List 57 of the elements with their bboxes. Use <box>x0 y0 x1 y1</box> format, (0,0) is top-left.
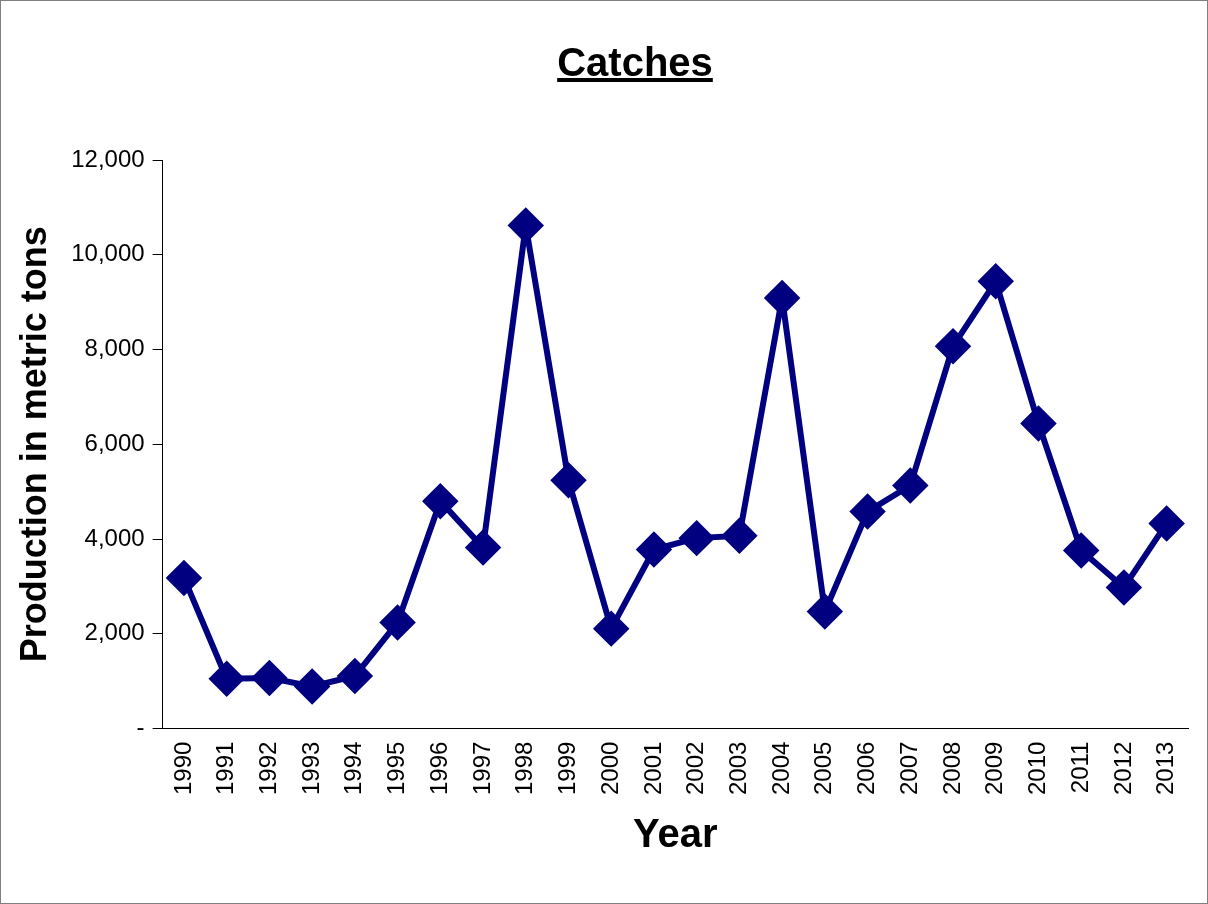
point <box>636 532 671 567</box>
x-tick-label: 2009 <box>980 741 1008 795</box>
x-tick-label: 2000 <box>595 741 623 795</box>
x-tick-label: 2004 <box>766 741 794 795</box>
y-tick-label: - <box>136 713 145 741</box>
point <box>1106 570 1141 605</box>
point <box>466 530 501 565</box>
y-tick-label: 12,000 <box>71 144 145 172</box>
point <box>551 463 586 498</box>
point <box>423 484 458 519</box>
point <box>978 264 1013 299</box>
point <box>166 560 201 595</box>
point <box>1149 506 1184 541</box>
x-tick-label: 2007 <box>894 741 922 795</box>
x-tick-label: 1999 <box>553 741 581 795</box>
x-tick-label: 2001 <box>638 741 666 795</box>
x-tick-label: 1991 <box>211 741 239 795</box>
point <box>765 280 800 315</box>
point <box>1021 406 1056 441</box>
point <box>252 660 287 695</box>
point <box>380 605 415 640</box>
x-tick-label: 2006 <box>852 741 880 795</box>
point <box>893 468 928 503</box>
x-tick-label: 2013 <box>1151 741 1179 795</box>
point <box>337 659 372 694</box>
x-tick-label: 1990 <box>168 741 196 795</box>
y-axis-title: Production in metric tons <box>12 226 54 663</box>
x-tick-label: 2005 <box>809 741 837 795</box>
x-tick-label: 1996 <box>424 741 452 795</box>
x-tick-label: 1998 <box>510 741 538 795</box>
point <box>209 661 244 696</box>
y-tick-label: 6,000 <box>84 428 145 456</box>
y-tick-label: 2,000 <box>84 618 145 646</box>
x-tick-label: 2011 <box>1065 741 1093 794</box>
x-tick-label: 2010 <box>1023 741 1051 795</box>
x-tick-label: 1995 <box>382 741 410 795</box>
y-tick-label: 10,000 <box>71 239 145 267</box>
point <box>807 594 842 629</box>
point <box>1064 533 1099 568</box>
point <box>295 669 330 704</box>
point <box>594 611 629 646</box>
x-tick-label: 2002 <box>681 741 709 795</box>
x-tick-label: 1994 <box>339 741 367 795</box>
x-tick-label: 1997 <box>467 741 495 795</box>
point <box>679 521 714 556</box>
x-axis-title: Year <box>633 811 718 856</box>
x-tick-label: 2012 <box>1108 741 1136 795</box>
y-tick-label: 4,000 <box>84 523 145 551</box>
x-tick-label: 2008 <box>937 741 965 795</box>
x-tick-label: 1993 <box>296 741 324 795</box>
point <box>722 518 757 553</box>
x-tick-label: 2003 <box>724 741 752 795</box>
point <box>850 494 885 529</box>
x-tick-label: 1992 <box>254 741 282 795</box>
chart-title: Catches <box>556 40 714 85</box>
point <box>936 329 971 364</box>
y-tick-label: 8,000 <box>84 334 145 362</box>
